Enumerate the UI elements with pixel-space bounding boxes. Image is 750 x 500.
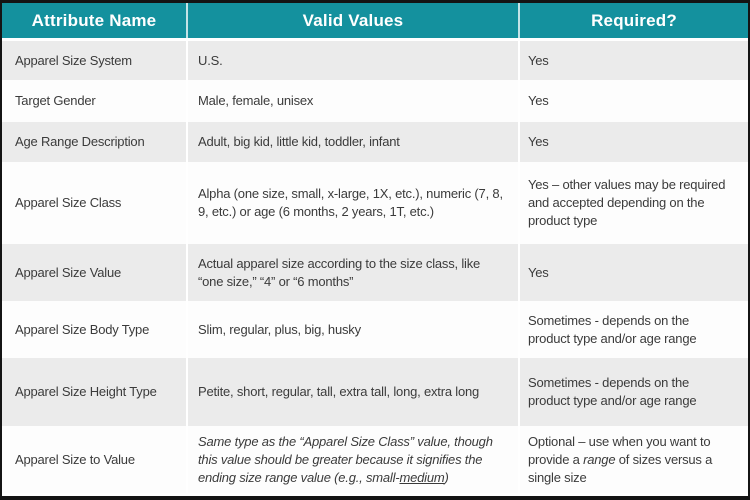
- cell-text: Target Gender: [15, 93, 96, 108]
- cell-attribute-name: Apparel Size Class: [2, 162, 188, 244]
- cell-text: Male, female, unisex: [198, 93, 314, 108]
- cell-text: Slim, regular, plus, big, husky: [198, 321, 361, 337]
- cell-required: Yes: [520, 41, 748, 80]
- cell-valid-values: Adult, big kid, little kid, toddler, inf…: [188, 122, 520, 162]
- table-header-row: Attribute Name Valid Values Required?: [2, 3, 748, 41]
- cell-required: Optional – use when you want to provide …: [520, 426, 748, 493]
- cell-valid-values: Petite, short, regular, tall, extra tall…: [188, 358, 520, 426]
- cell-text: Yes – other values may be required and a…: [528, 177, 726, 228]
- cell-text: Same type as the “Apparel Size Class” va…: [198, 433, 493, 485]
- table-row: Apparel Size System U.S. Yes: [2, 41, 748, 80]
- cell-text: Apparel Size Height Type: [15, 384, 157, 399]
- column-header-text: Attribute Name: [31, 10, 157, 30]
- cell-attribute-name: Apparel Size to Value: [2, 426, 188, 493]
- column-header-valid-values: Valid Values: [188, 3, 520, 38]
- table-row: Apparel Size to Value Same type as the “…: [2, 426, 748, 493]
- table-row: Apparel Size Height Type Petite, short, …: [2, 358, 748, 426]
- cell-attribute-name: Apparel Size System: [2, 41, 188, 80]
- cell-valid-values: Male, female, unisex: [188, 80, 520, 122]
- cell-valid-values: U.S.: [188, 41, 520, 80]
- table-row: Apparel Size Value Actual apparel size a…: [2, 244, 748, 301]
- table-row: Target Gender Male, female, unisex Yes: [2, 80, 748, 122]
- cell-text: Adult, big kid, little kid, toddler, inf…: [198, 134, 400, 149]
- cell-text: Apparel Size Class: [15, 195, 122, 210]
- cell-text: Sometimes - depends on the product type …: [528, 375, 697, 408]
- table-row: Age Range Description Adult, big kid, li…: [2, 122, 748, 162]
- table-row: Apparel Size Class Alpha (one size, smal…: [2, 162, 748, 244]
- cell-text: Apparel Size Body Type: [15, 321, 150, 337]
- cell-text: Petite, short, regular, tall, extra tall…: [198, 384, 480, 399]
- cell-text: Yes: [528, 264, 549, 280]
- cell-text: Sometimes - depends on the product type …: [528, 312, 697, 346]
- cell-required: Yes – other values may be required and a…: [520, 162, 748, 244]
- cell-text: Yes: [528, 93, 549, 108]
- cell-required: Sometimes - depends on the product type …: [520, 301, 748, 358]
- cell-text: Yes: [528, 134, 549, 149]
- cell-text: Yes: [528, 52, 549, 68]
- cell-text: Age Range Description: [15, 134, 145, 149]
- cell-attribute-name: Target Gender: [2, 80, 188, 122]
- cell-attribute-name: Apparel Size Body Type: [2, 301, 188, 358]
- cell-attribute-name: Apparel Size Height Type: [2, 358, 188, 426]
- column-header-attribute-name: Attribute Name: [2, 3, 188, 38]
- table-row: Apparel Size Body Type Slim, regular, pl…: [2, 301, 748, 358]
- cell-text: Optional – use when you want to provide …: [528, 433, 713, 485]
- cell-attribute-name: Age Range Description: [2, 122, 188, 162]
- cell-required: Yes: [520, 80, 748, 122]
- cell-valid-values: Actual apparel size according to the siz…: [188, 244, 520, 301]
- cell-text: Apparel Size to Value: [15, 451, 135, 467]
- cell-valid-values: Same type as the “Apparel Size Class” va…: [188, 426, 520, 493]
- column-header-text: Valid Values: [302, 10, 404, 30]
- cell-text: Apparel Size Value: [15, 264, 122, 280]
- cell-required: Yes: [520, 244, 748, 301]
- cell-valid-values: Slim, regular, plus, big, husky: [188, 301, 520, 358]
- cell-text: Alpha (one size, small, x-large, 1X, etc…: [198, 186, 503, 219]
- cell-attribute-name: Apparel Size Value: [2, 244, 188, 301]
- cell-text: U.S.: [198, 52, 223, 68]
- cell-required: Yes: [520, 122, 748, 162]
- cell-text: Actual apparel size according to the siz…: [198, 255, 481, 289]
- column-header-text: Required?: [591, 10, 677, 30]
- cell-valid-values: Alpha (one size, small, x-large, 1X, etc…: [188, 162, 520, 244]
- cell-text: Apparel Size System: [15, 52, 132, 68]
- cell-required: Sometimes - depends on the product type …: [520, 358, 748, 426]
- column-header-required: Required?: [520, 3, 748, 38]
